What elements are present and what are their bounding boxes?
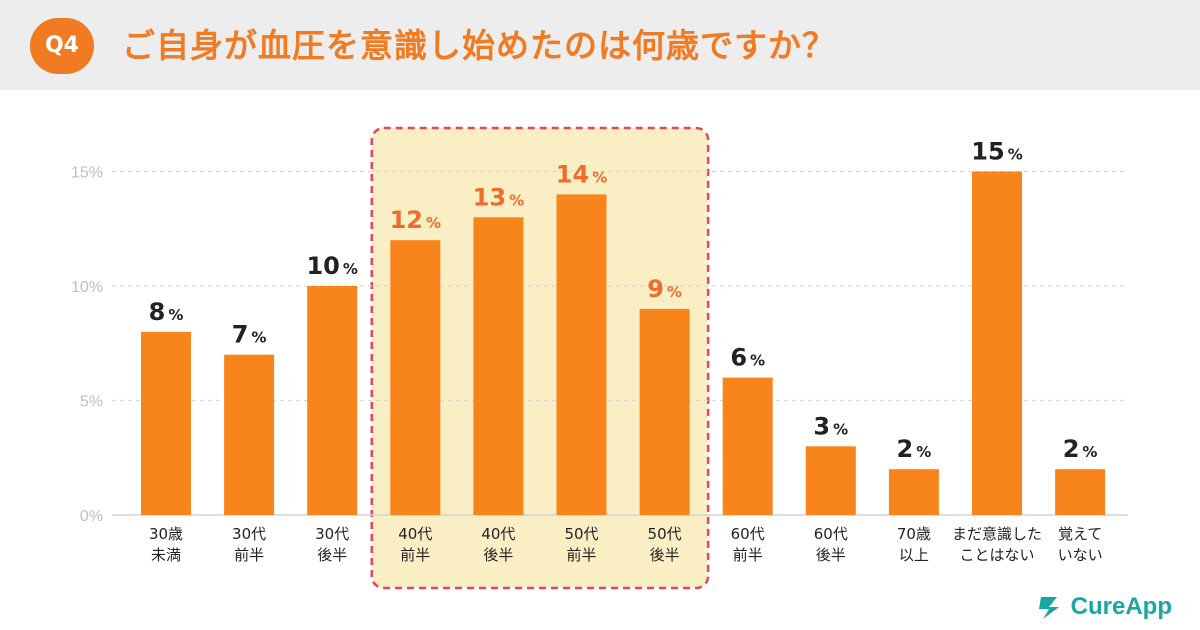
data-label: 2% [897, 435, 932, 463]
x-tick-label: 前半 [400, 546, 430, 564]
data-label: 3% [813, 412, 848, 440]
x-tick-label: 50代 [564, 525, 598, 543]
bar [888, 469, 939, 515]
x-tick-label: 30歳 [149, 525, 183, 543]
bar [556, 194, 607, 515]
x-tick-label: 後半 [483, 546, 513, 564]
x-tick-label: 覚えて [1058, 525, 1102, 543]
cureapp-logo-icon [1038, 597, 1059, 619]
x-tick-label: 以上 [899, 546, 929, 564]
bar [473, 217, 524, 516]
x-tick-label: 30代 [232, 525, 266, 543]
data-label: 8% [149, 298, 184, 326]
x-tick-label: 前半 [733, 546, 763, 564]
data-label: 13% [473, 183, 524, 211]
bar [224, 354, 275, 515]
bar [390, 240, 441, 515]
data-label: 6% [730, 344, 765, 372]
bar [972, 171, 1022, 515]
highlight-box [370, 126, 710, 590]
page-title: ご自身が血圧を意識し始めたのは何歳ですか？ [122, 26, 836, 65]
data-label: 7% [232, 321, 267, 349]
x-tick-label: いない [1058, 546, 1103, 564]
data-label: 12% [390, 206, 441, 234]
y-tick-label: 15% [71, 165, 103, 182]
header-bar: Q4 ご自身が血圧を意識し始めたのは何歳ですか？ [0, 0, 1200, 90]
x-tick-label: 前半 [566, 546, 596, 564]
x-tick-label: まだ意識した [952, 525, 1042, 543]
y-tick-label: 10% [71, 279, 103, 296]
x-tick-label: 60代 [731, 525, 765, 543]
x-tick-label: 前半 [234, 546, 264, 564]
data-label: 14% [556, 160, 607, 188]
brand-logo: CureApp [1035, 592, 1172, 622]
x-tick-label: 後半 [317, 546, 347, 564]
y-tick-label: 5% [80, 394, 103, 411]
data-label: 10% [306, 252, 357, 280]
x-tick-label: 50代 [648, 525, 682, 543]
x-tick-label: 未満 [151, 546, 181, 564]
bar [307, 286, 358, 515]
bar [722, 377, 773, 515]
data-label: 2% [1063, 435, 1098, 463]
x-tick-label: ことはない [959, 546, 1034, 564]
x-tick-label: 40代 [481, 525, 515, 543]
bar [639, 308, 690, 515]
x-tick-label: 30代 [315, 525, 349, 543]
x-tick-label: 40代 [398, 525, 432, 543]
y-tick-label: 0% [80, 508, 103, 525]
x-tick-label: 後半 [816, 546, 846, 564]
brand-name: CureApp [1070, 593, 1172, 620]
bar [1055, 469, 1106, 515]
question-badge: Q4 [30, 18, 94, 74]
x-tick-label: 70歳 [897, 525, 931, 543]
x-tick-label: 60代 [814, 525, 848, 543]
x-tick-label: 後半 [650, 546, 680, 564]
data-label: 9% [647, 275, 682, 303]
bar [141, 331, 191, 515]
bar [805, 446, 856, 515]
data-label: 15% [971, 138, 1022, 166]
